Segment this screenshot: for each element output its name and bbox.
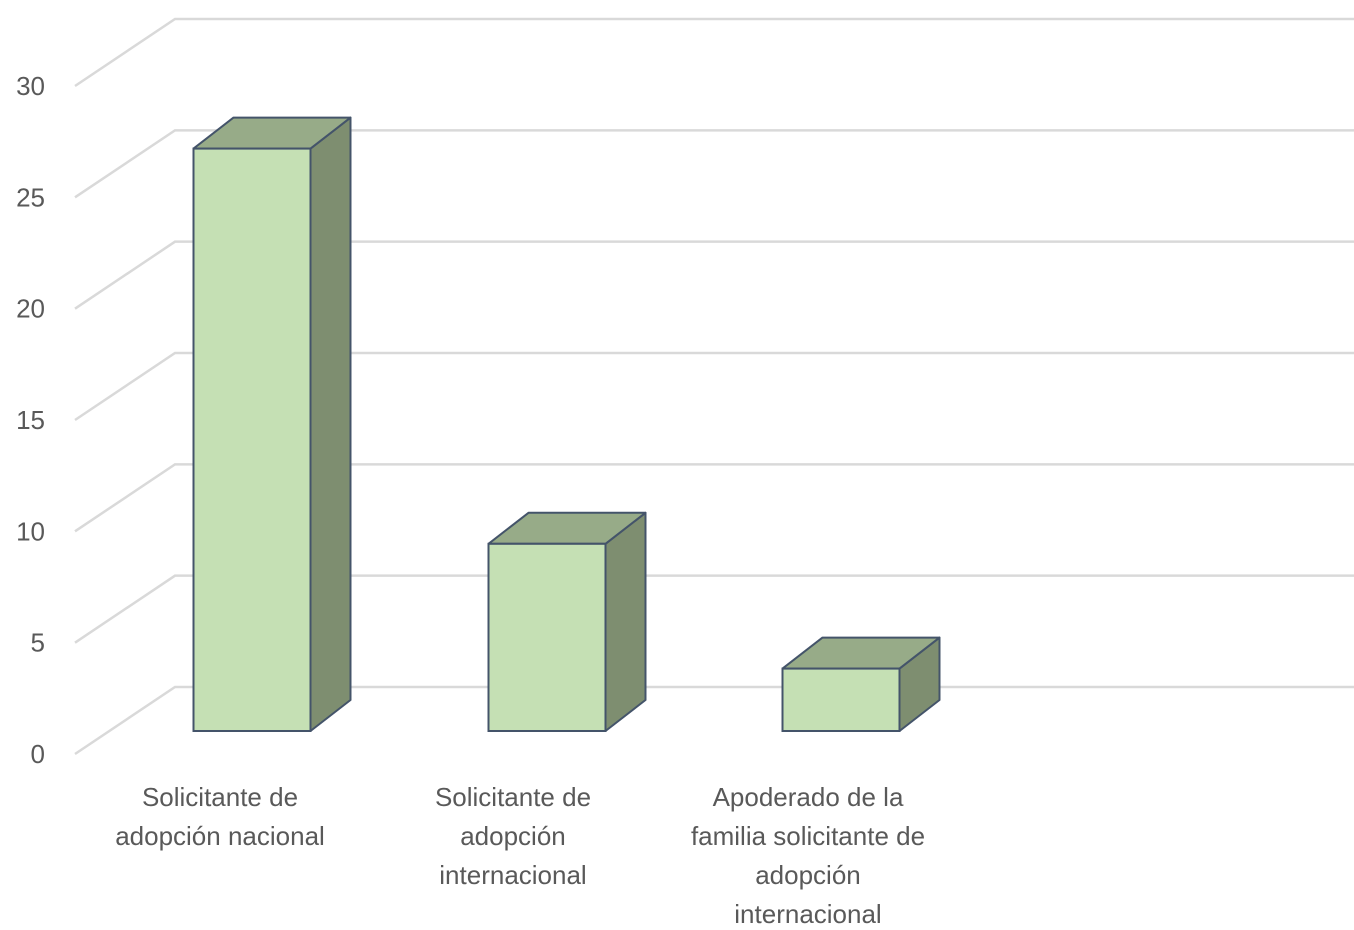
bar [487, 511, 647, 732]
x-category-label-line: Solicitante de [142, 782, 298, 812]
x-category-label-line: Apoderado de la [713, 782, 904, 812]
x-category-label: Apoderado de la familia solicitante de ado… [691, 782, 925, 929]
x-category-label-line: adopción nacional [115, 821, 325, 851]
gridlines [74, 17, 1354, 756]
gridline [74, 463, 1354, 533]
y-tick-label: 30 [16, 71, 45, 101]
bar-front-face [781, 667, 901, 732]
x-category-label-line: Solicitante de [435, 782, 591, 812]
gridline [74, 17, 1354, 88]
gridline [74, 240, 1354, 310]
gridline [74, 351, 1354, 422]
x-category-label: Solicitante de adopción internacional [435, 782, 591, 890]
x-category-label-line: adopción [460, 821, 566, 851]
x-category-label-line: internacional [734, 899, 881, 929]
gridline [74, 574, 1354, 644]
bar [781, 636, 941, 732]
gridline [74, 129, 1354, 199]
gridline [74, 685, 1354, 756]
x-category-label-line: adopción [755, 860, 861, 890]
y-tick-label: 0 [31, 739, 45, 769]
bar-front-face [487, 542, 607, 732]
bars [192, 116, 941, 733]
y-tick-label: 15 [16, 405, 45, 435]
x-category-label-line: familia solicitante de [691, 821, 925, 851]
bar-side-face [604, 511, 647, 732]
y-tick-label: 25 [16, 182, 45, 212]
bar [192, 116, 352, 733]
y-tick-label: 5 [31, 628, 45, 658]
bar-front-face [192, 147, 312, 733]
x-category-label: Solicitante de adopción nacional [115, 782, 325, 851]
x-axis-categories: Solicitante de adopción nacionalSolicitan… [115, 782, 925, 929]
x-category-label-line: internacional [439, 860, 586, 890]
bar-side-face [309, 116, 352, 732]
y-tick-label: 20 [16, 294, 45, 324]
y-tick-label: 10 [16, 516, 45, 546]
y-axis-ticks: 0 5 10 15 20 25 30 [16, 71, 45, 769]
